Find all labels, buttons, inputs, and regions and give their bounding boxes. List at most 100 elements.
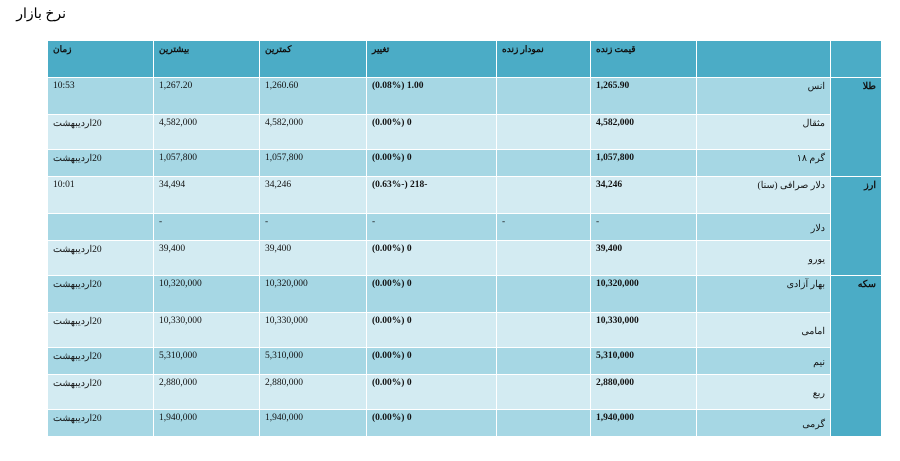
table-row: ربع 2,880,000 0 (0.00%) 2,880,000 2,880,… xyxy=(47,374,882,410)
row-chart xyxy=(496,176,591,214)
row-chart xyxy=(496,374,591,410)
row-high: 34,494 xyxy=(153,176,260,214)
row-price: - xyxy=(590,213,697,241)
row-time: 20اردیبهشت xyxy=(47,149,154,177)
table-row: گرمی 1,940,000 0 (0.00%) 1,940,000 1,940… xyxy=(47,409,882,437)
row-time xyxy=(47,213,154,241)
row-name: دلار صرافی (سنا) xyxy=(696,176,831,214)
table-row: مثقال 4,582,000 0 (0.00%) 4,582,000 4,58… xyxy=(47,114,882,150)
row-name: گرم ۱۸ xyxy=(696,149,831,177)
page-title: نرخ بازار xyxy=(16,7,66,22)
row-change: 0 (0.00%) xyxy=(366,347,497,375)
row-change: - xyxy=(366,213,497,241)
row-price: 4,582,000 xyxy=(590,114,697,150)
row-name: مثقال xyxy=(696,114,831,150)
row-price: 1,265.90 xyxy=(590,77,697,115)
header-live-price: قیمت زنده xyxy=(590,40,697,78)
row-chart xyxy=(496,114,591,150)
row-chart xyxy=(496,77,591,115)
row-price: 39,400 xyxy=(590,240,697,276)
row-low: 39,400 xyxy=(259,240,367,276)
row-time: 20اردیبهشت xyxy=(47,312,154,348)
row-price: 10,330,000 xyxy=(590,312,697,348)
row-high: 2,880,000 xyxy=(153,374,260,410)
row-chart xyxy=(496,347,591,375)
row-chart xyxy=(496,149,591,177)
row-chart: - xyxy=(496,213,591,241)
row-name: نیم xyxy=(696,347,831,375)
row-name: ربع xyxy=(696,374,831,410)
row-name: بهار آزادی xyxy=(696,275,831,313)
row-chart xyxy=(496,312,591,348)
header-category xyxy=(830,40,882,78)
row-high: 1,267.20 xyxy=(153,77,260,115)
row-low: - xyxy=(259,213,367,241)
category-cell-coin: سکه xyxy=(830,275,882,437)
row-price: 2,880,000 xyxy=(590,374,697,410)
row-low: 34,246 xyxy=(259,176,367,214)
table-row: سکه بهار آزادی 10,320,000 0 (0.00%) 10,3… xyxy=(47,275,882,437)
row-low: 10,320,000 xyxy=(259,275,367,313)
header-name xyxy=(696,40,831,78)
row-change: -218 (-0.63%) xyxy=(366,176,497,214)
row-high: 10,330,000 xyxy=(153,312,260,348)
row-time: 10:01 xyxy=(47,176,154,214)
table-header-row: قیمت زنده نمودار زنده تغییر کمترین بیشتر… xyxy=(47,40,882,78)
row-name: گرمی xyxy=(696,409,831,437)
row-change: 0 (0.00%) xyxy=(366,275,497,313)
table-row: طلا انس 1,265.90 1.00 (0.08%) 1,260.60 1… xyxy=(47,77,882,177)
row-price: 5,310,000 xyxy=(590,347,697,375)
row-low: 1,940,000 xyxy=(259,409,367,437)
row-low: 10,330,000 xyxy=(259,312,367,348)
row-chart xyxy=(496,275,591,313)
header-time: زمان xyxy=(47,40,154,78)
row-name: امامی xyxy=(696,312,831,348)
table-row: گرم ۱۸ 1,057,800 0 (0.00%) 1,057,800 1,0… xyxy=(47,149,882,177)
row-change: 0 (0.00%) xyxy=(366,240,497,276)
row-low: 4,582,000 xyxy=(259,114,367,150)
header-live-chart: نمودار زنده xyxy=(496,40,591,78)
row-price: 34,246 xyxy=(590,176,697,214)
row-low: 5,310,000 xyxy=(259,347,367,375)
row-high: 1,940,000 xyxy=(153,409,260,437)
row-chart xyxy=(496,409,591,437)
table-row: نیم 5,310,000 0 (0.00%) 5,310,000 5,310,… xyxy=(47,347,882,375)
row-time: 20اردیبهشت xyxy=(47,240,154,276)
row-high: 5,310,000 xyxy=(153,347,260,375)
row-low: 1,260.60 xyxy=(259,77,367,115)
category-cell-currency: ارز xyxy=(830,176,882,276)
row-change: 0 (0.00%) xyxy=(366,374,497,410)
row-change: 0 (0.00%) xyxy=(366,312,497,348)
row-high: 4,582,000 xyxy=(153,114,260,150)
row-change: 1.00 (0.08%) xyxy=(366,77,497,115)
category-cell-gold: طلا xyxy=(830,77,882,177)
header-low: کمترین xyxy=(259,40,367,78)
row-price: 1,940,000 xyxy=(590,409,697,437)
header-change: تغییر xyxy=(366,40,497,78)
header-high: بیشترین xyxy=(153,40,260,78)
table-row: امامی 10,330,000 0 (0.00%) 10,330,000 10… xyxy=(47,312,882,348)
row-price: 10,320,000 xyxy=(590,275,697,313)
row-time: 20اردیبهشت xyxy=(47,275,154,313)
row-chart xyxy=(496,240,591,276)
table-row: یورو 39,400 0 (0.00%) 39,400 39,400 20ار… xyxy=(47,240,882,276)
row-time: 10:53 xyxy=(47,77,154,115)
row-name: انس xyxy=(696,77,831,115)
row-time: 20اردیبهشت xyxy=(47,409,154,437)
row-high: 1,057,800 xyxy=(153,149,260,177)
row-change: 0 (0.00%) xyxy=(366,149,497,177)
table-row: ارز دلار صرافی (سنا) 34,246 -218 (-0.63%… xyxy=(47,176,882,276)
row-price: 1,057,800 xyxy=(590,149,697,177)
table-row: دلار - - - - - xyxy=(47,213,882,241)
row-low: 2,880,000 xyxy=(259,374,367,410)
row-name: دلار xyxy=(696,213,831,241)
row-time: 20اردیبهشت xyxy=(47,347,154,375)
row-change: 0 (0.00%) xyxy=(366,114,497,150)
row-time: 20اردیبهشت xyxy=(47,114,154,150)
row-change: 0 (0.00%) xyxy=(366,409,497,437)
market-rates-table: قیمت زنده نمودار زنده تغییر کمترین بیشتر… xyxy=(47,40,882,437)
row-high: 10,320,000 xyxy=(153,275,260,313)
row-time: 20اردیبهشت xyxy=(47,374,154,410)
row-low: 1,057,800 xyxy=(259,149,367,177)
row-high: 39,400 xyxy=(153,240,260,276)
